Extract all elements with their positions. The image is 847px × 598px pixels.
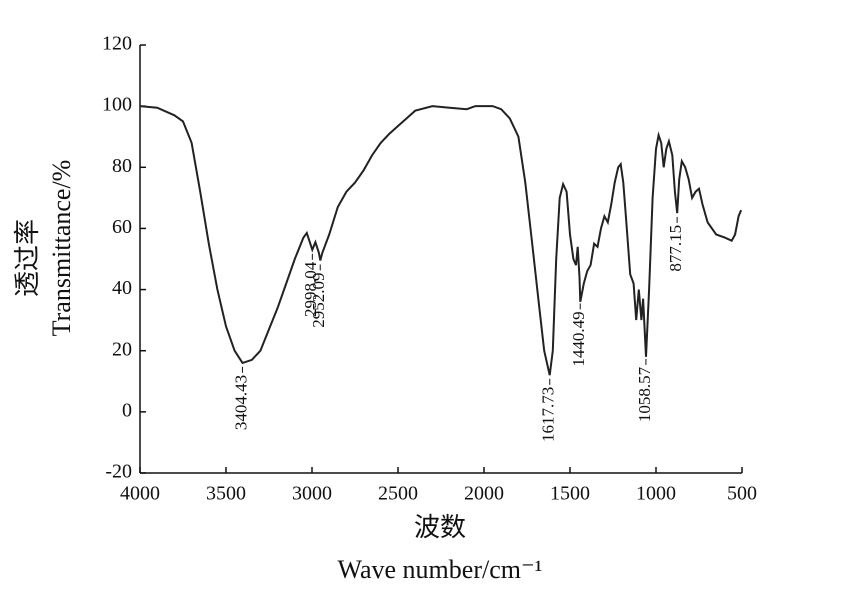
peak-label: 2998.04 — [301, 261, 320, 317]
y-tick-label: 0 — [122, 399, 132, 421]
y-tick-label: 60 — [112, 216, 132, 238]
y-tick-label: -20 — [105, 461, 132, 483]
x-tick-label: 1500 — [550, 483, 590, 505]
x-tick-label: 500 — [727, 483, 757, 505]
y-tick-label: 20 — [112, 338, 132, 360]
x-tick-label: 1000 — [636, 483, 676, 505]
x-tick-label: 2000 — [464, 483, 504, 505]
peak-label: 1440.49 — [569, 311, 588, 366]
x-tick-label: 4000 — [120, 483, 160, 505]
spectrum-line — [139, 105, 743, 376]
y-axis-label: Transmittance/% — [47, 160, 76, 337]
peak-label: 1617.73 — [539, 387, 558, 442]
y-tick-label: 40 — [112, 277, 132, 299]
y-axis-label: 透过率 — [13, 219, 42, 297]
peak-label: 1058.57 — [635, 366, 654, 422]
peak-label: 2952.09 — [309, 272, 328, 327]
x-tick-label: 3000 — [292, 483, 332, 505]
peak-label: 877.15 — [666, 225, 685, 272]
y-tick-label: 100 — [102, 94, 132, 116]
peak-label: 3404.43 — [231, 375, 250, 430]
y-tick-label: 80 — [112, 155, 132, 177]
x-tick-label: 3500 — [206, 483, 246, 505]
x-axis-label: 波数 — [414, 513, 466, 542]
x-axis-label: Wave number/cm⁻¹ — [338, 555, 543, 584]
x-tick-label: 2500 — [378, 483, 418, 505]
y-tick-label: 120 — [102, 33, 132, 55]
